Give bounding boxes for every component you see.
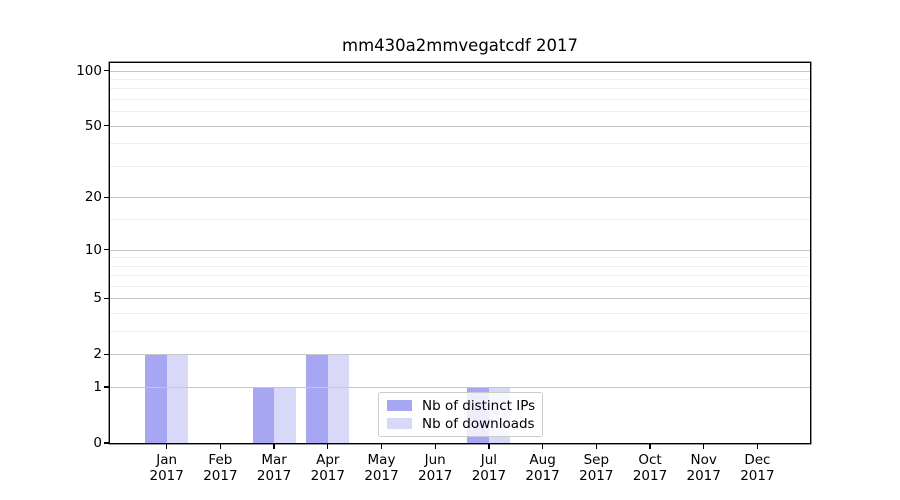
x-tick bbox=[327, 443, 329, 449]
y-tick-label: 100 bbox=[76, 62, 102, 79]
gridline-major bbox=[110, 387, 810, 389]
x-tick-label: Sep 2017 bbox=[579, 452, 614, 485]
gridline-minor bbox=[110, 285, 810, 287]
legend-item-downloads: Nb of downloads bbox=[387, 415, 535, 432]
chart-title: mm430a2mmvegatcdf 2017 bbox=[342, 36, 578, 55]
gridline-minor bbox=[110, 257, 810, 259]
legend: Nb of distinct IPs Nb of downloads bbox=[378, 392, 543, 437]
x-tick bbox=[166, 443, 168, 449]
gridline-minor bbox=[110, 165, 810, 167]
x-tick-label: Apr 2017 bbox=[310, 452, 345, 485]
gridline-minor bbox=[110, 111, 810, 113]
legend-label-downloads: Nb of downloads bbox=[422, 415, 535, 432]
bar-downloads bbox=[166, 354, 189, 443]
y-tick bbox=[104, 386, 110, 388]
gridline-minor bbox=[110, 79, 810, 81]
gridline-major bbox=[110, 125, 810, 127]
y-tick bbox=[104, 69, 110, 72]
x-tick bbox=[219, 443, 222, 449]
gridline-minor bbox=[110, 331, 810, 333]
gridline-minor bbox=[110, 265, 810, 267]
gridline-major bbox=[110, 70, 810, 72]
y-tick-label: 50 bbox=[84, 117, 102, 134]
gridline-minor bbox=[110, 88, 810, 90]
gridline-major bbox=[110, 298, 810, 300]
gridline-major bbox=[110, 354, 810, 356]
gridline-major bbox=[110, 197, 810, 199]
x-tick bbox=[273, 443, 275, 449]
y-tick-label: 2 bbox=[93, 346, 102, 363]
plot-area: 0 1 2 5 10 20 50 100 Jan 2017 Feb 2017 Mar 2017 Apr 201… bbox=[76, 63, 810, 484]
y-tick-label: 20 bbox=[84, 189, 102, 206]
x-tick-label: Oct 2017 bbox=[632, 452, 668, 485]
y-tick bbox=[104, 442, 110, 444]
x-tick-label: Nov 2017 bbox=[686, 452, 721, 485]
x-tick bbox=[541, 443, 544, 449]
bar-distinct-ips bbox=[145, 354, 167, 443]
bar-distinct-ips bbox=[252, 387, 275, 443]
legend-item-distinct-ips: Nb of distinct IPs bbox=[387, 397, 536, 414]
y-tick-label: 0 bbox=[93, 435, 102, 451]
x-tick bbox=[649, 443, 651, 449]
x-tick-label: May 2017 bbox=[364, 452, 399, 485]
gridline-minor bbox=[110, 143, 810, 145]
x-tick bbox=[703, 443, 705, 449]
bar-distinct-ips bbox=[306, 354, 328, 443]
bar-downloads bbox=[274, 387, 296, 443]
x-tick-label: Jul 2017 bbox=[471, 452, 507, 485]
x-tick-label: Jun 2017 bbox=[418, 452, 453, 485]
y-tick-label: 1 bbox=[93, 379, 102, 396]
y-tick bbox=[104, 297, 110, 300]
x-tick bbox=[434, 443, 436, 449]
gridline-minor bbox=[110, 275, 810, 277]
x-tick bbox=[756, 443, 759, 449]
x-tick bbox=[595, 443, 597, 449]
x-tick bbox=[488, 443, 490, 449]
gridline-minor bbox=[110, 99, 810, 101]
x-tick bbox=[380, 443, 383, 449]
y-tick bbox=[104, 248, 110, 251]
x-tick-label: Dec 2017 bbox=[740, 452, 775, 485]
gridline-minor bbox=[110, 219, 810, 221]
x-tick-label: Jan 2017 bbox=[149, 452, 184, 485]
y-tick-label: 5 bbox=[93, 290, 102, 307]
bar-downloads bbox=[327, 354, 350, 443]
x-tick-label: Feb 2017 bbox=[203, 452, 238, 485]
legend-swatch-distinct-ips bbox=[387, 400, 412, 411]
y-tick bbox=[104, 125, 110, 127]
y-tick bbox=[104, 196, 110, 199]
legend-label-distinct-ips: Nb of distinct IPs bbox=[422, 397, 536, 414]
gridline-major bbox=[110, 249, 810, 251]
legend-swatch-downloads bbox=[387, 418, 412, 429]
y-tick-label: 10 bbox=[84, 241, 102, 258]
y-tick bbox=[104, 353, 110, 356]
gridline-minor bbox=[110, 313, 810, 315]
x-tick-label: Mar 2017 bbox=[256, 452, 292, 485]
x-tick-label: Aug 2017 bbox=[525, 452, 560, 485]
